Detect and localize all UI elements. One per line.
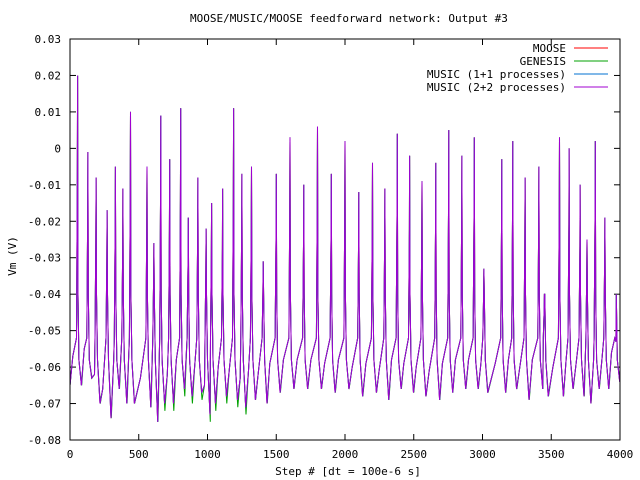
y-tick-label: -0.03: [28, 252, 61, 265]
y-tick-label: 0.02: [35, 69, 62, 82]
y-tick-label: -0.07: [28, 398, 61, 411]
x-tick-labels: 0 500 1000 1500 2000 2500 3000 3500 4000: [67, 448, 634, 461]
y-tick-label: 0.01: [35, 106, 62, 119]
y-tick-label: 0: [54, 142, 61, 155]
x-tick-label: 3500: [538, 448, 565, 461]
legend-label: MOOSE: [533, 42, 566, 55]
x-tick-label: 4000: [607, 448, 634, 461]
x-tick-label: 500: [129, 448, 149, 461]
legend-label: MUSIC (1+1 processes): [427, 68, 566, 81]
y-tick-label: -0.05: [28, 325, 61, 338]
legend-label: MUSIC (2+2 processes): [427, 81, 566, 94]
y-tick-labels: 0.03 0.02 0.01 0 -0.01 -0.02 -0.03 -0.04 -0.05 -0…: [28, 33, 61, 447]
x-axis-label: Step # [dt = 100e-6 s]: [275, 465, 421, 478]
plot-area-ticks: [69, 38, 621, 441]
x-tick-label: 0: [67, 448, 74, 461]
y-tick-label: -0.02: [28, 215, 61, 228]
legend-label: GENESIS: [520, 55, 566, 68]
x-tick-label: 1500: [263, 448, 290, 461]
x-tick-label: 2000: [332, 448, 359, 461]
y-tick-label: -0.01: [28, 179, 61, 192]
x-tick-label: 1000: [194, 448, 221, 461]
chart-title: MOOSE/MUSIC/MOOSE feedforward network: O…: [190, 12, 508, 25]
series-line-4: [69, 75, 621, 422]
y-tick-label: -0.08: [28, 434, 61, 447]
y-axis-label: Vm (V): [6, 236, 19, 276]
y-tick-label: -0.04: [28, 288, 61, 301]
x-tick-label: 2500: [401, 448, 428, 461]
plot-frame: [69, 38, 621, 441]
y-tick-label: 0.03: [35, 33, 62, 46]
data-series-lines: [69, 75, 621, 422]
x-tick-label: 3000: [469, 448, 496, 461]
y-tick-label: -0.06: [28, 361, 61, 374]
